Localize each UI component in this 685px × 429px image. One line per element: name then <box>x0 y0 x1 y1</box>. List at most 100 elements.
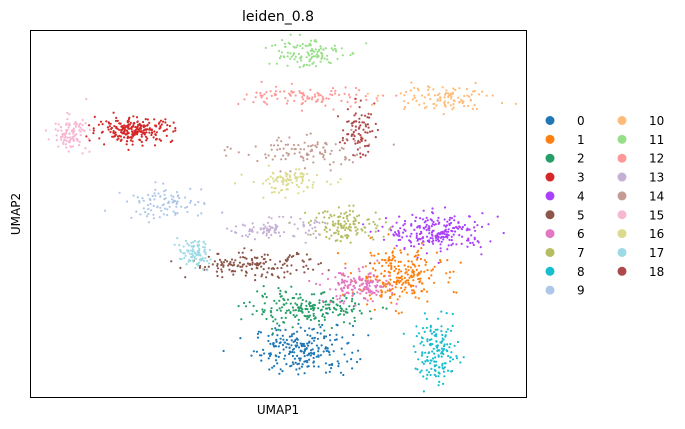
cluster-1-point <box>405 271 408 274</box>
cluster-12-point <box>364 95 367 98</box>
cluster-4-point <box>476 224 479 227</box>
cluster-2-point <box>237 305 240 308</box>
cluster-1-point <box>423 270 426 273</box>
cluster-9-point <box>156 205 159 208</box>
cluster-0-point <box>281 334 284 337</box>
cluster-2-point <box>340 309 343 313</box>
cluster-1-point <box>414 296 417 299</box>
cluster-2-point <box>309 307 313 310</box>
cluster-14-point <box>328 163 332 166</box>
cluster-1-point <box>391 293 394 296</box>
cluster-5-point <box>207 255 210 258</box>
cluster-17-point <box>201 258 204 261</box>
cluster-0-point <box>355 360 359 364</box>
cluster-1-point <box>364 265 367 268</box>
cluster-1-point <box>390 266 393 269</box>
cluster-5-point <box>213 260 216 263</box>
cluster-8-point <box>420 336 423 339</box>
cluster-8-point <box>451 312 454 316</box>
cluster-10-point <box>452 87 455 90</box>
cluster-7-point <box>328 228 331 231</box>
cluster-4-point <box>460 228 463 231</box>
cluster-9-point <box>152 217 155 220</box>
cluster-9-point <box>172 210 175 213</box>
cluster-17-point <box>186 250 189 253</box>
cluster-3-point <box>106 126 109 129</box>
cluster-0-point <box>294 361 297 364</box>
cluster-5-point <box>267 267 270 270</box>
cluster-9-point <box>184 206 187 209</box>
cluster-3-point <box>166 124 169 127</box>
cluster-0-point <box>336 360 339 363</box>
cluster-3-point <box>150 131 154 134</box>
cluster-2-point <box>292 313 295 317</box>
cluster-2-point <box>270 307 273 310</box>
cluster-1-point <box>373 262 376 265</box>
cluster-15-point <box>65 146 68 149</box>
cluster-18-point <box>376 128 379 132</box>
cluster-6-point <box>344 284 347 287</box>
cluster-7-point <box>374 230 377 233</box>
cluster-12-point <box>293 99 296 102</box>
cluster-4-point <box>428 239 431 242</box>
cluster-9-point <box>132 194 135 197</box>
cluster-14-point <box>284 158 287 161</box>
legend-marker-16 <box>617 229 627 239</box>
cluster-3-point <box>113 132 116 135</box>
cluster-1-point <box>397 260 400 263</box>
cluster-10-point <box>445 89 448 92</box>
cluster-1-point <box>427 277 431 280</box>
cluster-8-point <box>424 351 427 354</box>
cluster-13-point <box>299 217 302 220</box>
cluster-0-point <box>285 346 288 349</box>
cluster-14-point <box>334 143 337 146</box>
cluster-16-point <box>286 183 289 186</box>
cluster-8-point <box>446 350 449 353</box>
cluster-14-point <box>281 154 285 157</box>
cluster-2-point <box>321 313 325 316</box>
cluster-7-point <box>323 228 326 231</box>
cluster-10-point <box>458 100 461 104</box>
cluster-11-point <box>293 46 296 49</box>
cluster-0-point <box>337 362 340 365</box>
cluster-2-point <box>360 312 363 315</box>
cluster-16-point <box>311 183 314 186</box>
cluster-2-point <box>348 305 351 308</box>
cluster-13-point <box>309 223 312 226</box>
cluster-2-point <box>280 316 283 320</box>
cluster-3-point <box>165 128 168 131</box>
cluster-5-point <box>241 251 244 254</box>
cluster-3-point <box>138 138 141 141</box>
cluster-11-point <box>289 52 292 55</box>
cluster-16-point <box>276 180 279 183</box>
cluster-3-point <box>100 131 103 134</box>
cluster-12-points <box>237 80 398 112</box>
cluster-14-point <box>342 147 345 150</box>
cluster-4-point <box>463 223 466 227</box>
cluster-18-point <box>358 106 361 109</box>
cluster-1-point <box>420 282 423 285</box>
cluster-12-point <box>358 89 361 92</box>
cluster-2-point <box>278 299 281 302</box>
cluster-18-point <box>358 141 361 144</box>
cluster-10-point <box>439 99 442 102</box>
legend-marker-12 <box>617 153 627 163</box>
cluster-9-points <box>104 181 206 224</box>
cluster-0-point <box>258 354 262 357</box>
cluster-2-point <box>265 317 268 321</box>
cluster-16-point <box>302 190 305 193</box>
cluster-12-point <box>264 101 267 104</box>
cluster-6-point <box>349 283 352 286</box>
cluster-4-point <box>446 220 449 223</box>
cluster-16-point <box>274 187 277 190</box>
legend-label-18: 18 <box>649 265 664 279</box>
cluster-5-point <box>263 257 266 261</box>
cluster-16-point <box>274 178 277 181</box>
cluster-5-point <box>256 267 259 270</box>
cluster-8-points <box>402 310 465 393</box>
cluster-12-point <box>284 97 287 100</box>
cluster-15-points <box>44 97 91 155</box>
cluster-15-point <box>64 123 68 126</box>
cluster-16-point <box>339 177 342 181</box>
cluster-14-point <box>305 133 308 136</box>
